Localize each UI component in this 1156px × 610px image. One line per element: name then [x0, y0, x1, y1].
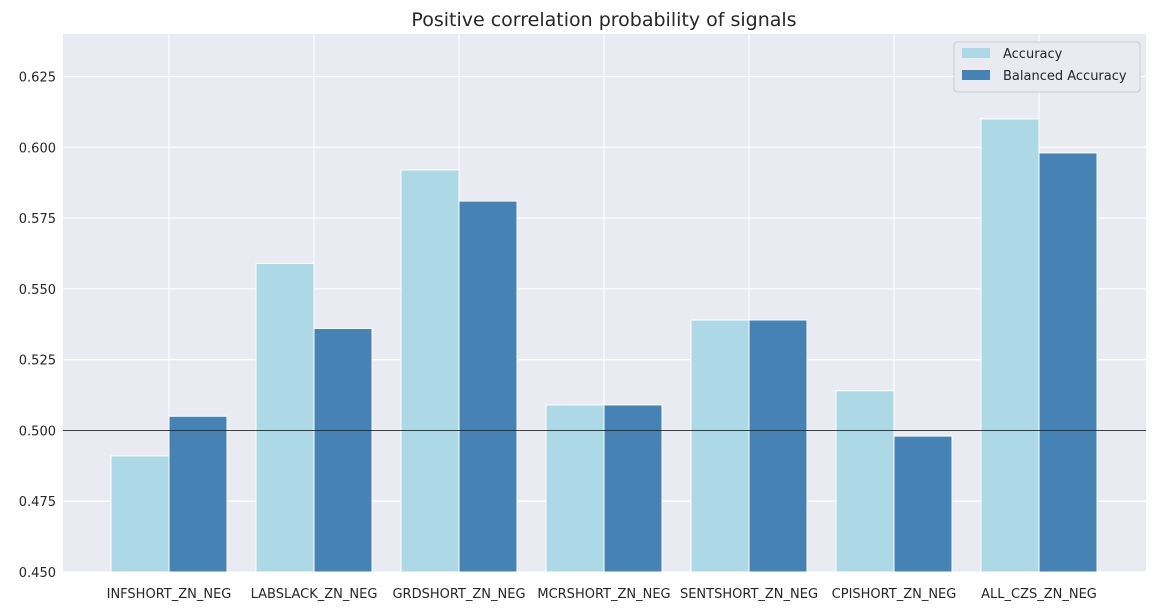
legend: Accuracy Balanced Accuracy	[953, 41, 1141, 93]
y-tick-label: 0.525	[19, 354, 56, 369]
chart-title: Positive correlation probability of sign…	[411, 9, 796, 31]
y-tick-label: 0.625	[19, 70, 56, 85]
balanced-accuracy-bar	[603, 404, 663, 573]
y-axis-ticks: 0.450 0.475 0.500 0.525 0.550 0.575 0.600 0.625	[19, 70, 56, 581]
balanced-accuracy-bar	[168, 415, 228, 573]
balanced-accuracy-bar	[313, 327, 373, 573]
x-axis-ticks: INFSHORT_ZN_NEG LABSLACK_ZN_NEG GRDSHORT_Z…	[107, 587, 1097, 602]
accuracy-bar	[255, 262, 315, 573]
legend-label: Balanced Accuracy	[1003, 69, 1127, 84]
legend-swatch	[962, 48, 990, 58]
accuracy-bar	[835, 390, 895, 573]
y-tick-label: 0.475	[19, 495, 56, 510]
x-tick-label: LABSLACK_ZN_NEG	[251, 587, 378, 602]
y-tick-label: 0.600	[19, 141, 56, 156]
x-tick-label: GRDSHORT_ZN_NEG	[392, 587, 525, 602]
accuracy-bar	[400, 169, 460, 573]
accuracy-bar	[110, 455, 170, 573]
legend-label: Accuracy	[1003, 47, 1063, 62]
balanced-accuracy-bar	[1038, 152, 1098, 573]
x-tick-label: CPISHORT_ZN_NEG	[832, 587, 957, 602]
balanced-accuracy-bar	[893, 435, 953, 573]
y-tick-label: 0.450	[19, 566, 56, 581]
legend-box	[953, 41, 1141, 93]
bars	[110, 118, 1098, 573]
y-tick-label: 0.575	[19, 212, 56, 227]
x-tick-label: MCRSHORT_ZN_NEG	[537, 587, 670, 602]
y-tick-label: 0.500	[19, 424, 56, 439]
accuracy-bar	[545, 404, 605, 573]
legend-swatch	[962, 70, 990, 80]
y-tick-label: 0.550	[19, 283, 56, 298]
accuracy-bar	[980, 118, 1040, 573]
x-tick-label: INFSHORT_ZN_NEG	[107, 587, 232, 602]
balanced-accuracy-bar	[748, 319, 808, 573]
balanced-accuracy-bar	[458, 200, 518, 573]
x-tick-label: SENTSHORT_ZN_NEG	[680, 587, 818, 602]
accuracy-bar	[690, 319, 750, 573]
x-tick-label: ALL_CZS_ZN_NEG	[981, 587, 1097, 602]
